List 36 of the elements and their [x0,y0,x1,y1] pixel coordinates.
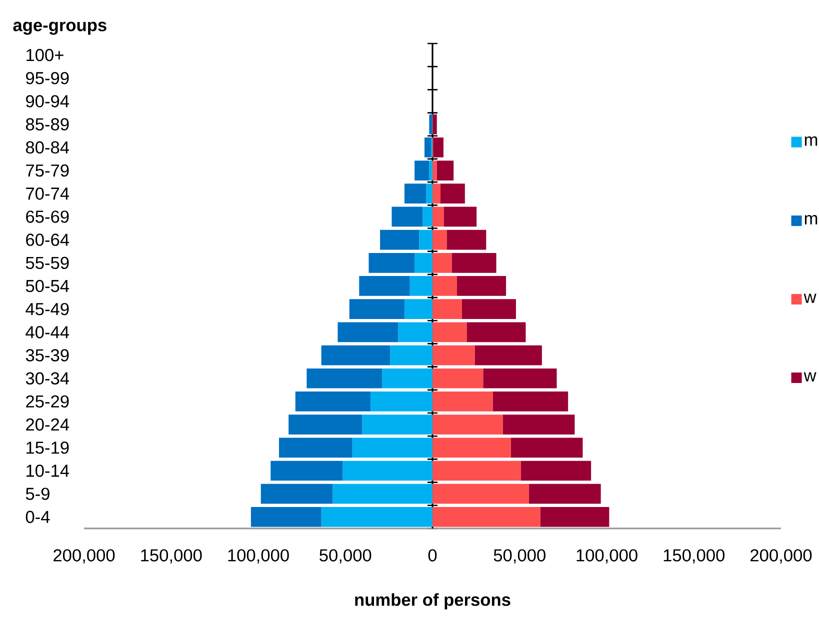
x-axis-title: number of persons [355,593,510,610]
y-tick-label: 65-69 [26,210,69,223]
y-tick-label: 5-9 [26,488,50,500]
y-tick-label: 40-44 [26,326,70,338]
y-tick-label: 90-94 [26,95,70,108]
y-tick-label: 80-84 [26,141,70,154]
x-tick-label: 100,000 [576,549,638,564]
y-tick-label: 25-29 [26,395,69,408]
y-tick-label: 70-74 [26,187,70,200]
y-tick-label: 100+ [26,48,64,62]
y-tick-label: 55-59 [26,256,69,270]
x-tick-label: 50,000 [320,549,372,564]
x-tick-label: 200,000 [750,549,812,564]
x-tick-label: 200,000 [54,549,115,564]
legend-label: w [804,372,816,382]
y-tick-label: 85-89 [26,118,69,130]
y-tick-label: 50-54 [26,280,70,292]
x-tick-label: 50,000 [494,549,546,564]
x-tick-label: 150,000 [664,549,725,564]
y-axis-title: age-groups [13,22,106,35]
y-tick-label: 20-24 [26,418,70,431]
y-tick-label: 30-34 [26,372,70,385]
y-tick-label: 15-19 [26,442,69,454]
y-tick-label: 45-49 [26,302,69,316]
legend-label: m [804,215,818,224]
x-tick-label: 150,000 [141,549,202,564]
x-tick-label: 100,000 [228,549,289,564]
y-tick-label: 60-64 [26,234,70,246]
legend-label: w [804,294,816,303]
y-tick-label: 35-39 [26,349,69,362]
y-tick-label: 75-79 [26,164,69,177]
y-tick-label: 10-14 [26,464,70,477]
x-tick-label: 0 [428,549,437,562]
y-tick-label: 0-4 [26,510,50,524]
legend-label: m [804,136,818,146]
y-tick-label: 95-99 [26,72,69,84]
